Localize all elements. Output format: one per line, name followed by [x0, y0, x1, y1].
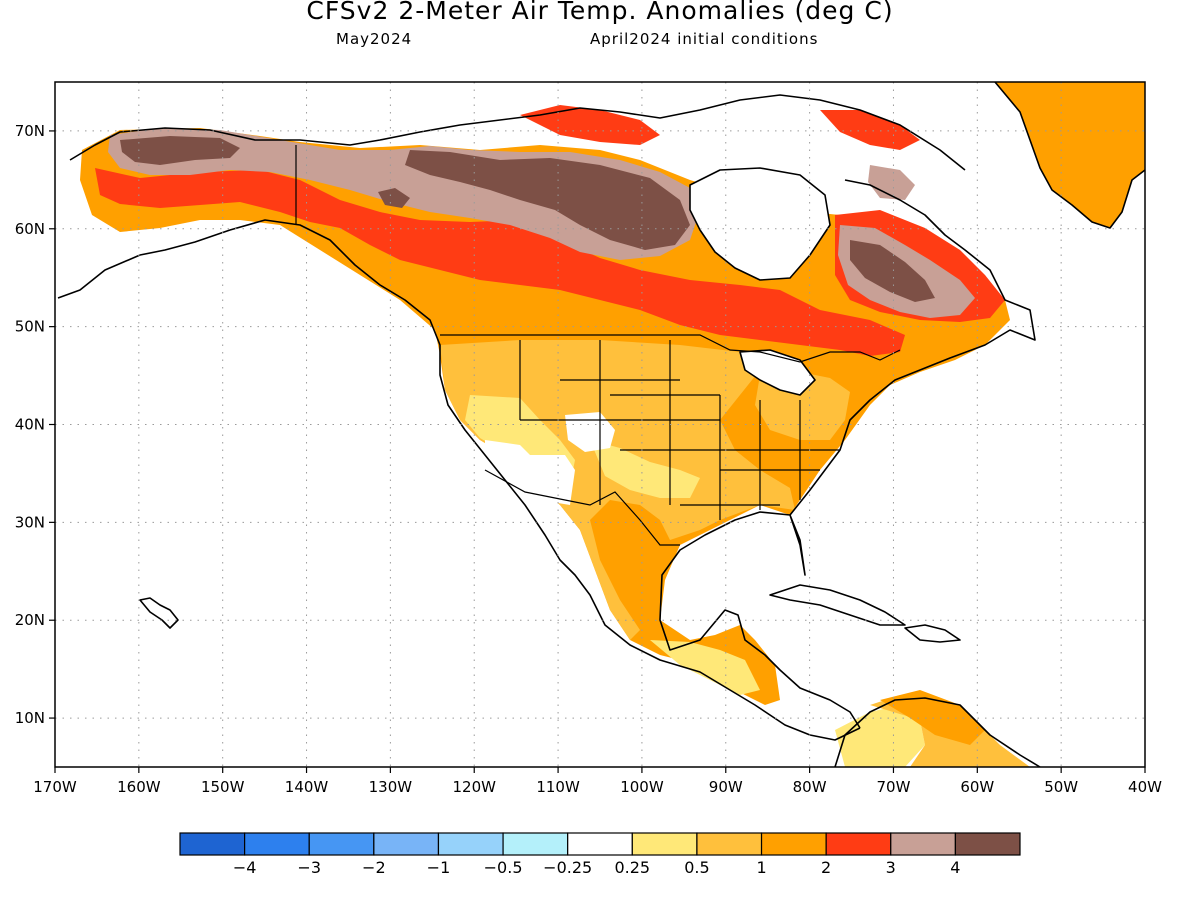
colorbar-label: 3: [886, 858, 896, 877]
colorbar-label: 2: [821, 858, 831, 877]
colorbar-swatch: [373, 832, 440, 856]
colorbar-swatch: [954, 832, 1021, 856]
lon-tick-label: 130W: [369, 778, 413, 796]
colorbar-label: 1: [756, 858, 766, 877]
anomaly-brown-alaska: [120, 136, 240, 165]
lon-tick-label: 90W: [709, 778, 743, 796]
map-title: CFSv2 2-Meter Air Temp. Anomalies (deg C…: [306, 0, 894, 25]
south-america-coast: [834, 697, 1041, 767]
hispaniola-coast: [904, 624, 961, 643]
valid-month: May2024: [336, 30, 413, 48]
lon-tick-label: 100W: [620, 778, 664, 796]
anomaly-red: [95, 168, 905, 356]
colorbar-swatch: [890, 832, 956, 856]
colorbar-label: −1: [427, 858, 451, 877]
colorbar-label: −0.5: [484, 858, 523, 877]
colorbar-label: 4: [950, 858, 960, 877]
anomaly-yellow-south-america: [835, 705, 925, 767]
hudson-bay-coast: [689, 167, 831, 281]
lon-tick-label: 120W: [452, 778, 496, 796]
colorbar-swatch: [760, 832, 827, 856]
north-america-coastline: [57, 219, 861, 741]
lat-tick-label: 70N: [15, 122, 45, 140]
anomaly-yellow-2: [590, 440, 700, 498]
colorbar-label: −0.25: [543, 858, 592, 877]
lat-tick-label: 20N: [15, 611, 45, 629]
anomaly-brown-small: [378, 188, 410, 208]
greenland-coast: [994, 82, 1145, 229]
lon-tick-label: 150W: [201, 778, 245, 796]
longitude-axis: 170W 160W 150W 140W 130W 120W 110W 100W 90W 80W 70…: [33, 767, 1162, 796]
colorbar-swatch: [502, 832, 569, 856]
colorbar-label: 0.5: [684, 858, 709, 877]
colorbar-swatch: [244, 832, 310, 856]
anomaly-red-north: [820, 110, 920, 150]
colorbar-label: −3: [297, 858, 321, 877]
colorbar-label: −2: [362, 858, 386, 877]
us-state-lines: [519, 340, 840, 520]
lon-tick-label: 60W: [960, 778, 994, 796]
lon-tick-label: 160W: [117, 778, 161, 796]
anomaly-brown-labrador: [850, 240, 935, 302]
anomaly-brown-canada: [405, 150, 690, 250]
lat-tick-label: 30N: [15, 513, 45, 531]
colorbar-swatch: [179, 832, 246, 856]
great-lakes-outline: [739, 349, 816, 396]
colorbar: −4 −3 −2 −1 −0.5 −0.25 0.25 0.5 1 2 3 4: [179, 832, 1021, 877]
lon-tick-label: 40W: [1128, 778, 1162, 796]
us-mexico-border: [484, 469, 680, 546]
lon-tick-label: 50W: [1044, 778, 1078, 796]
anomaly-neutral-utah: [565, 412, 615, 452]
anomaly-yellow-3: [650, 640, 760, 695]
lat-tick-label: 40N: [15, 416, 45, 434]
anomaly-shading: [80, 82, 1145, 767]
hawaii-coast: [139, 597, 179, 629]
lon-tick-label: 70W: [877, 778, 911, 796]
coastlines: [57, 82, 1145, 767]
hudson-bay: [690, 168, 830, 280]
anomaly-red-baffin: [520, 105, 660, 145]
anomaly-neutral-southwest: [485, 440, 575, 505]
colorbar-label: 0.25: [614, 858, 650, 877]
lon-tick-label: 170W: [33, 778, 77, 796]
arctic-coastline: [69, 94, 966, 171]
cuba-coast: [769, 584, 906, 626]
lat-tick-label: 50N: [15, 318, 45, 336]
political-borders: [295, 145, 901, 546]
colorbar-swatch: [631, 832, 698, 856]
colorbar-swatch: [567, 832, 633, 856]
us-canada-border: [440, 334, 901, 363]
anomaly-light-orange: [440, 340, 795, 640]
colorbar-swatch: [696, 832, 763, 856]
gulf-coastline: [659, 179, 1036, 729]
colorbar-swatch: [308, 832, 375, 856]
latitude-axis: 10N 20N 30N 40N 50N 60N 70N: [15, 122, 55, 727]
anomaly-pink-nunavut: [868, 165, 915, 200]
colorbar-label: −4: [233, 858, 257, 877]
colorbar-swatch: [825, 832, 892, 856]
lat-tick-label: 60N: [15, 220, 45, 238]
anomaly-south-america-orange-2: [880, 690, 985, 745]
lon-tick-label: 80W: [793, 778, 827, 796]
lon-tick-label: 110W: [536, 778, 580, 796]
greenland-anomaly: [995, 82, 1145, 228]
map-grid: [55, 82, 1145, 767]
colorbar-swatch: [437, 832, 504, 856]
lon-tick-label: 140W: [285, 778, 329, 796]
initial-conditions: April2024 initial conditions: [590, 30, 819, 48]
lat-tick-label: 10N: [15, 709, 45, 727]
